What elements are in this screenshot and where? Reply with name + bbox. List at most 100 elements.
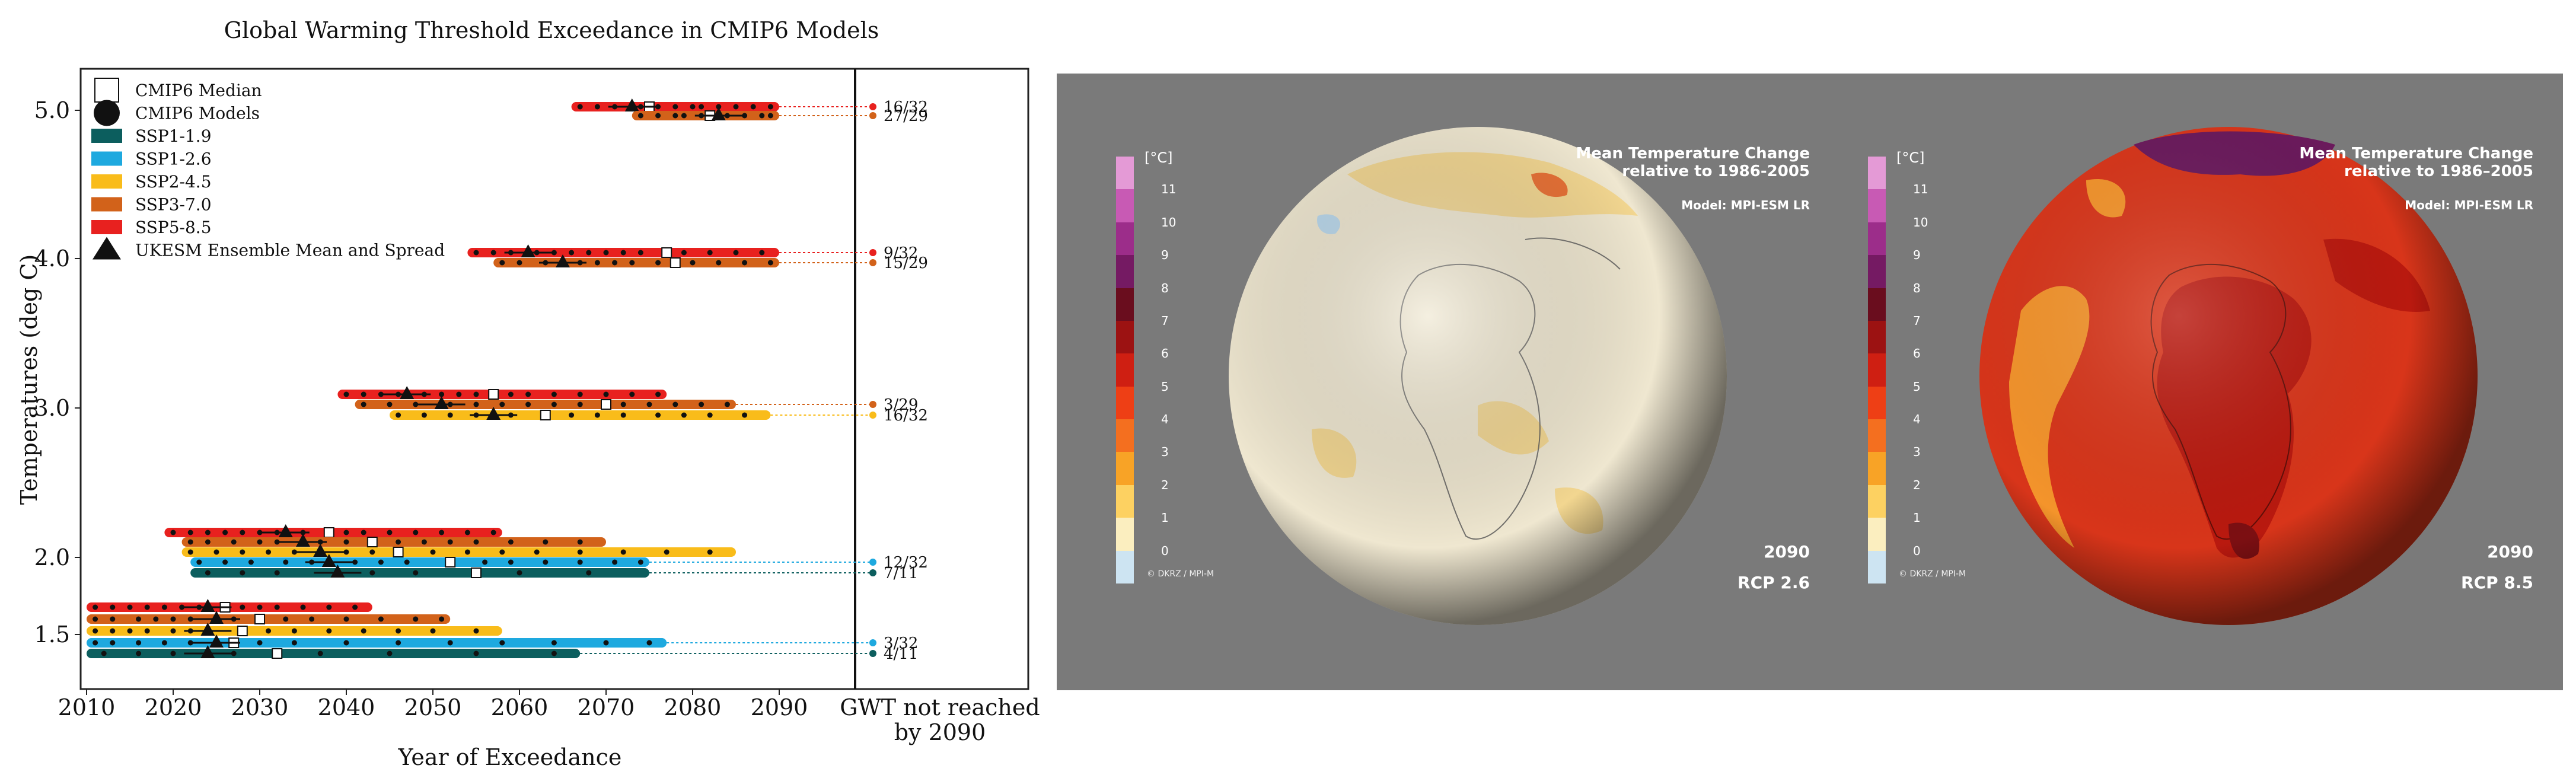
not-reached-dot bbox=[869, 249, 876, 256]
median-marker bbox=[323, 527, 334, 538]
ukesm-mean-marker bbox=[624, 98, 639, 111]
colorbar-tick-label: 9 bbox=[1913, 248, 1921, 263]
model-point bbox=[577, 549, 583, 555]
colorbar-tick-label: 0 bbox=[1161, 543, 1169, 558]
y-tick-label: 3.0 bbox=[34, 395, 70, 421]
colorbar-segment bbox=[1116, 484, 1134, 518]
model-point bbox=[655, 104, 661, 110]
model-point bbox=[620, 549, 626, 555]
row-bar bbox=[181, 537, 607, 547]
colorbar-tick-label: 10 bbox=[1913, 215, 1928, 229]
model-point bbox=[439, 530, 445, 535]
model-point bbox=[240, 570, 246, 576]
model-point bbox=[594, 104, 600, 110]
row-bar bbox=[337, 390, 667, 399]
globe-rcp85-shading bbox=[1979, 127, 2478, 625]
legend-label: SSP3-7.0 bbox=[135, 195, 212, 215]
model-point bbox=[93, 604, 98, 610]
colorbar-tick-label: 6 bbox=[1161, 346, 1169, 361]
model-point bbox=[430, 628, 436, 634]
model-point bbox=[525, 391, 531, 397]
model-point bbox=[127, 604, 133, 610]
not-reached-dot bbox=[869, 559, 876, 566]
map-left-credit: © DKRZ / MPI-M bbox=[1147, 569, 1214, 579]
model-point bbox=[499, 549, 505, 555]
model-point bbox=[681, 113, 687, 119]
model-point bbox=[430, 549, 436, 555]
colorbar-tick-label: 8 bbox=[1913, 280, 1921, 295]
not-reached-dot bbox=[869, 112, 876, 119]
scenario-rows: 16/3227/299/3215/293/2916/3212/327/113/3… bbox=[87, 98, 928, 663]
legend-color-swatch bbox=[91, 174, 122, 189]
model-point bbox=[378, 391, 384, 397]
x-tick-label: 2070 bbox=[578, 694, 635, 720]
model-point bbox=[317, 651, 323, 656]
row-bar bbox=[87, 614, 451, 624]
map-left-title-line1: Mean Temperature Change bbox=[1576, 145, 1810, 162]
legend-ukesm-swatch bbox=[93, 237, 121, 260]
legend-entry: SSP5-8.5 bbox=[91, 218, 212, 237]
colorbar-segment bbox=[1116, 419, 1134, 452]
legend-color-swatch bbox=[91, 151, 122, 166]
median-marker bbox=[601, 399, 611, 410]
model-point bbox=[655, 391, 661, 397]
y-tick-label: 2.0 bbox=[34, 544, 70, 570]
colorbar-segment bbox=[1116, 189, 1134, 223]
legend-label: UKESM Ensemble Mean and Spread bbox=[135, 241, 445, 260]
colorbar-tick-label: 11 bbox=[1913, 182, 1928, 197]
not-reached-fraction: 27/29 bbox=[884, 107, 928, 125]
legend-model-swatch bbox=[94, 100, 120, 126]
model-point bbox=[404, 559, 410, 565]
model-point bbox=[274, 539, 280, 545]
colorbar-tick-label: 7 bbox=[1913, 313, 1921, 328]
model-point bbox=[257, 604, 263, 610]
model-point bbox=[170, 651, 176, 656]
model-point bbox=[637, 559, 643, 565]
model-point bbox=[482, 559, 488, 565]
colorbar-tick-label: 6 bbox=[1913, 346, 1921, 361]
model-point bbox=[767, 113, 773, 119]
model-point bbox=[274, 570, 280, 576]
colorbar-tick-label: 10 bbox=[1161, 215, 1177, 229]
model-point bbox=[231, 539, 237, 545]
model-point bbox=[690, 104, 696, 110]
not-reached-dot bbox=[869, 650, 876, 657]
row-bar bbox=[87, 649, 581, 658]
ukesm-mean-marker bbox=[209, 611, 224, 624]
model-point bbox=[396, 640, 401, 646]
legend-entry: SSP3-7.0 bbox=[91, 195, 212, 215]
not-reached-fraction: 9/32 bbox=[884, 244, 918, 262]
ukesm-mean-marker bbox=[486, 407, 501, 420]
model-point bbox=[257, 530, 263, 535]
model-point bbox=[629, 260, 635, 266]
colorbar-tick-label: 4 bbox=[1161, 412, 1169, 427]
colorbar-tick-label: 11 bbox=[1161, 182, 1177, 197]
model-point bbox=[473, 539, 479, 545]
model-point bbox=[577, 539, 583, 545]
model-point bbox=[378, 559, 384, 565]
model-point bbox=[369, 549, 375, 555]
colorbar-segment bbox=[1868, 518, 1886, 551]
model-point bbox=[672, 104, 678, 110]
model-point bbox=[343, 391, 349, 397]
chart-title: Global Warming Threshold Exceedance in C… bbox=[224, 17, 879, 43]
model-point bbox=[490, 250, 496, 256]
model-point bbox=[612, 559, 618, 565]
model-point bbox=[222, 559, 228, 565]
map-right-model: Model: MPI-ESM LR bbox=[2405, 198, 2533, 212]
model-point bbox=[499, 640, 505, 646]
model-point bbox=[179, 604, 185, 610]
model-point bbox=[136, 651, 142, 656]
model-point bbox=[161, 604, 167, 610]
ukesm-mean-marker bbox=[330, 565, 345, 578]
colorbar-segment bbox=[1116, 157, 1134, 190]
colorbar-segment bbox=[1868, 484, 1886, 518]
x-tick-label: 2020 bbox=[145, 694, 202, 720]
model-point bbox=[707, 412, 713, 418]
model-point bbox=[110, 640, 116, 646]
median-marker bbox=[272, 648, 283, 659]
colorbar-segment bbox=[1116, 255, 1134, 289]
model-point bbox=[187, 616, 193, 622]
model-point bbox=[101, 651, 107, 656]
model-point bbox=[361, 628, 366, 634]
